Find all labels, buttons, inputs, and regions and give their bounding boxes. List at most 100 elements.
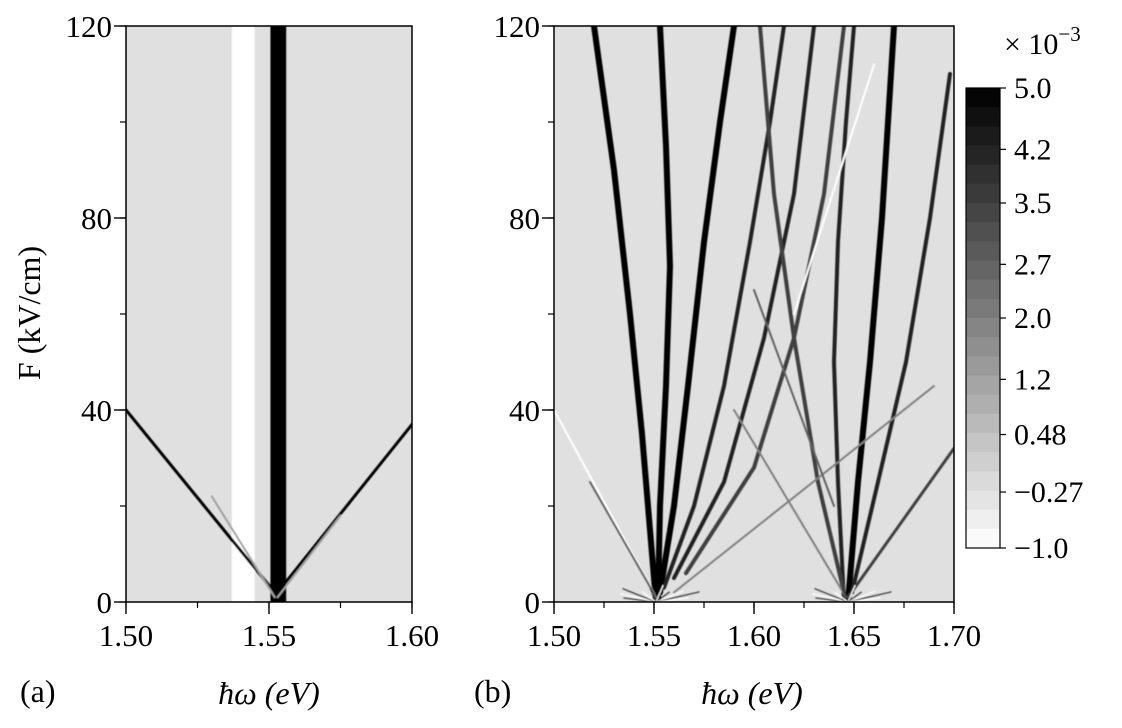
colorbar-tick-label: 0.48 bbox=[1014, 419, 1067, 452]
panel-a-ytick-label: 40 bbox=[81, 393, 112, 428]
colorbar-multiplier-base: × 10 bbox=[1004, 28, 1058, 61]
colorbar-tick-label: 3.5 bbox=[1014, 187, 1052, 220]
panel-b-fan-1-ray-7 bbox=[847, 590, 876, 602]
colorbar-tick-label: 2.7 bbox=[1014, 248, 1052, 281]
panel-a-feature-5-line bbox=[276, 514, 342, 599]
panel-a-xlabel: ħω (eV) bbox=[218, 675, 320, 711]
panel-b-feature-16-line bbox=[753, 289, 835, 507]
colorbar-step bbox=[966, 471, 1000, 492]
panel-b-fan-0-ray-2 bbox=[622, 588, 657, 602]
colorbar-tick-label: 5.0 bbox=[1014, 72, 1052, 105]
colorbar-step bbox=[966, 88, 1000, 108]
panel-b-fan-0-ray-5 bbox=[655, 584, 664, 602]
colorbar-multiplier-exponent: −3 bbox=[1058, 22, 1080, 46]
panel-a-xtick-label: 1.55 bbox=[242, 618, 296, 653]
panel-b-feature-4-curve bbox=[672, 26, 816, 580]
panel-a-feature-2-line bbox=[126, 408, 277, 594]
colorbar-step bbox=[966, 394, 1000, 415]
panel-b-fan-1-ray-1 bbox=[811, 593, 849, 602]
panel-b-feature-10-curve bbox=[850, 72, 952, 595]
colorbar-step bbox=[966, 145, 1000, 166]
panel-b-xtick-label: 1.70 bbox=[927, 618, 981, 653]
panel-a-feature-4-line bbox=[210, 495, 276, 599]
panel-a-heatmap: 1.50 1.55 1.60 0 40 80 120 bbox=[66, 9, 440, 653]
panel-b-feature-11-curve bbox=[758, 26, 846, 595]
panel-a-ytick-label: 0 bbox=[97, 585, 113, 620]
colorbar-step bbox=[966, 241, 1000, 262]
panel-b-label: (b) bbox=[474, 673, 511, 709]
panel-b-xtick-label: 1.60 bbox=[727, 618, 781, 653]
panel-b-feature-1-curve bbox=[655, 26, 673, 602]
panel-b-fan-1-ray-3 bbox=[834, 591, 849, 602]
colorbar-step bbox=[966, 260, 1000, 281]
panel-b-ytick-label: 120 bbox=[494, 9, 541, 44]
panel-a-feature-0-band bbox=[231, 26, 255, 602]
colorbar-step bbox=[966, 183, 1000, 204]
panel-b-fan-1-ray-2 bbox=[814, 588, 849, 602]
colorbar-multiplier: × 10−3 bbox=[1004, 22, 1081, 61]
panel-b-fan-0-ray-7 bbox=[655, 590, 684, 602]
panel-b-feature-8-curve bbox=[832, 26, 856, 602]
panel-b-feature-13-line bbox=[733, 409, 847, 599]
panel-a-feature-1-band bbox=[270, 26, 287, 602]
panel-b-marks bbox=[554, 26, 954, 602]
panel-b-fan-0-ray-6 bbox=[655, 591, 670, 602]
panel-b-ytick-label: 40 bbox=[509, 393, 540, 428]
panel-b-fan-1-ray-5 bbox=[847, 584, 856, 602]
panel-b-feature-3-curve bbox=[662, 26, 786, 590]
panel-b-fan-1-ray-4 bbox=[841, 587, 849, 602]
panel-a-marks bbox=[126, 26, 412, 602]
colorbar-tick-label: −0.27 bbox=[1014, 476, 1083, 509]
colorbar-step bbox=[966, 298, 1000, 319]
colorbar-tick-label: −1.0 bbox=[1014, 532, 1068, 565]
colorbar-step bbox=[966, 528, 1000, 549]
panel-a-background bbox=[126, 26, 412, 602]
panel-b-background bbox=[554, 26, 954, 602]
panel-a-ytick-label: 80 bbox=[81, 201, 112, 236]
colorbar-tick-label: 4.2 bbox=[1014, 133, 1052, 166]
panel-b-fan-0-ray-4 bbox=[649, 587, 657, 602]
panel-b-feature-0-curve bbox=[591, 26, 659, 602]
colorbar-tick-label: 1.2 bbox=[1014, 363, 1052, 396]
colorbar-step bbox=[966, 413, 1000, 434]
colorbar-step bbox=[966, 337, 1000, 357]
panel-a-xtick-label: 1.60 bbox=[385, 618, 439, 653]
colorbar-step bbox=[966, 375, 1000, 396]
panel-b-fan-0-ray-1 bbox=[619, 593, 657, 602]
panel-b-feature-14-line bbox=[673, 385, 935, 594]
colorbar-step bbox=[966, 279, 1000, 300]
panel-b-xtick-label: 1.50 bbox=[527, 618, 581, 653]
panel-b-ytick-label: 0 bbox=[525, 585, 541, 620]
panel-a-feature-3-line bbox=[276, 422, 412, 594]
colorbar-step bbox=[966, 509, 1000, 530]
colorbar-tick-label: 2.0 bbox=[1014, 302, 1052, 335]
panel-a-xtick-label: 1.50 bbox=[99, 618, 153, 653]
panel-b-feature-15-line bbox=[793, 63, 875, 315]
panel-b-ytick-label: 80 bbox=[509, 201, 540, 236]
colorbar-step bbox=[966, 126, 1000, 147]
panel-a-label: (a) bbox=[20, 673, 56, 709]
panel-a-ticks: 1.50 1.55 1.60 0 40 80 120 bbox=[66, 9, 440, 653]
panel-b-fan-0-ray-8 bbox=[655, 591, 700, 602]
panel-b-feature-9-curve bbox=[845, 26, 897, 602]
colorbar-step bbox=[966, 490, 1000, 511]
colorbar-step bbox=[966, 433, 1000, 453]
panel-b-heatmap: 1.50 1.55 1.60 1.65 1.70 0 40 80 120 bbox=[494, 9, 982, 653]
panel-b-fan-1-ray-8 bbox=[847, 591, 892, 602]
panel-b-xtick-label: 1.55 bbox=[627, 618, 681, 653]
panel-b-fan-0-ray-3 bbox=[642, 591, 657, 602]
colorbar-ticks: 5.0 4.2 3.5 2.7 2.0 1.2 0.48 −0.27 −1.0 bbox=[1000, 72, 1083, 565]
panel-b-ticks: 1.50 1.55 1.60 1.65 1.70 0 40 80 120 bbox=[494, 9, 982, 653]
colorbar-steps bbox=[966, 88, 1000, 549]
colorbar-step bbox=[966, 203, 1000, 223]
panel-a-ytick-label: 120 bbox=[66, 9, 113, 44]
panel-b-fan-1-ray-6 bbox=[847, 591, 862, 602]
panel-b-xtick-label: 1.65 bbox=[827, 618, 881, 653]
colorbar-step bbox=[966, 452, 1000, 472]
panel-b-feature-7-line bbox=[589, 481, 657, 599]
panel-b-feature-12-line bbox=[846, 446, 954, 599]
panel-b-feature-2-curve bbox=[657, 26, 737, 596]
colorbar: 5.0 4.2 3.5 2.7 2.0 1.2 0.48 −0.27 −1.0 × 10−3 bbox=[965, 22, 1083, 565]
colorbar-step bbox=[966, 164, 1000, 185]
